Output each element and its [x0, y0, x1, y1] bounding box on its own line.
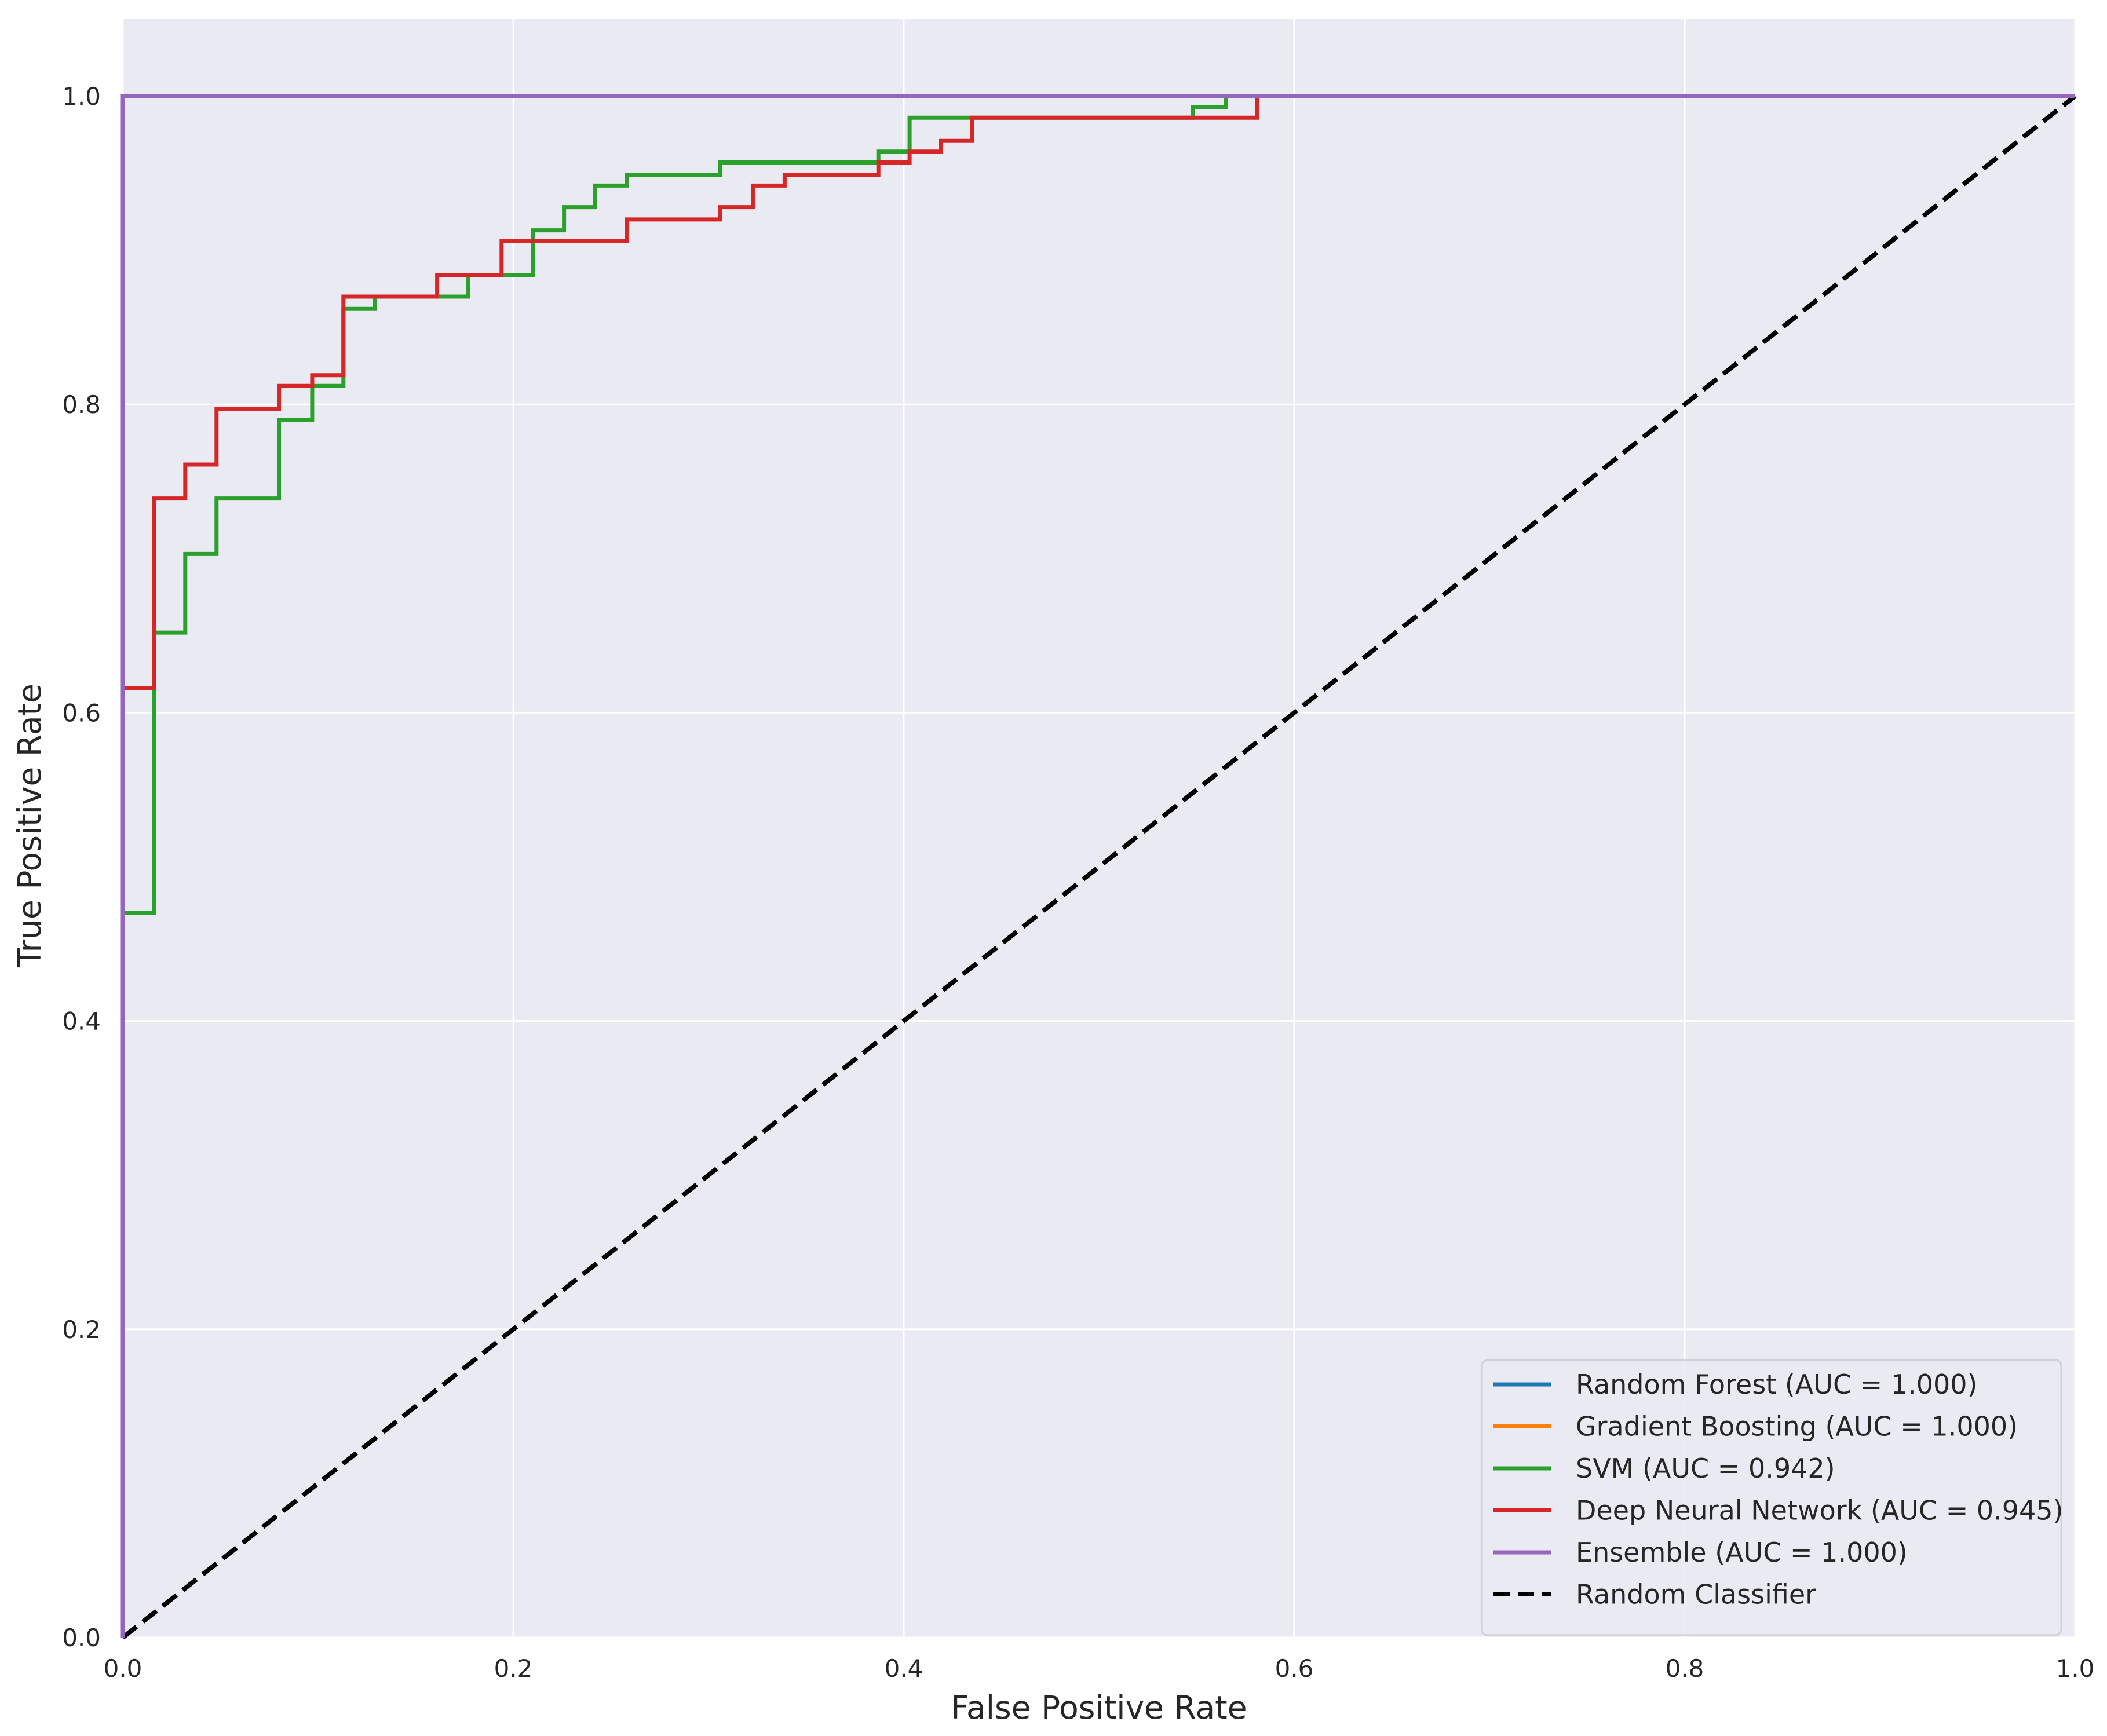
- series-line-4: [120, 94, 2075, 1638]
- legend-label-3: Deep Neural Network (AUC = 0.945): [1576, 1495, 2064, 1526]
- x-tick-label-3: 0.6: [1275, 1654, 1314, 1683]
- x-tick-label-4: 0.8: [1666, 1654, 1704, 1683]
- y-axis-label: True Positive Rate: [11, 684, 48, 968]
- x-axis-label: False Positive Rate: [951, 1689, 1247, 1726]
- series-line-3: [120, 94, 2075, 1638]
- series-lines: [120, 94, 2077, 1640]
- tick-labels: 0.0 0.2 0.4 0.6 0.8 1.0 0.0 0.2 0.4 0.6 0.8 1.0: [62, 82, 2094, 1683]
- legend-box: [1481, 1359, 2062, 1636]
- y-tick-label-1: 0.2: [62, 1315, 101, 1344]
- x-tick-label-1: 0.2: [494, 1654, 533, 1683]
- legend-label-2: SVM (AUC = 0.942): [1576, 1453, 1835, 1484]
- legend: Random Forest (AUC = 1.000) Gradient Boos…: [1481, 1359, 2064, 1636]
- x-tick-label-0: 0.0: [104, 1654, 143, 1683]
- legend-label-0: Random Forest (AUC = 1.000): [1576, 1369, 1977, 1400]
- legend-label-1: Gradient Boosting (AUC = 1.000): [1576, 1411, 2018, 1442]
- series-line-5: [121, 94, 2077, 1640]
- grid: [122, 19, 2076, 1639]
- y-tick-label-3: 0.6: [62, 699, 101, 727]
- x-tick-label-2: 0.4: [885, 1654, 923, 1683]
- y-tick-label-2: 0.4: [62, 1007, 101, 1036]
- legend-label-4: Ensemble (AUC = 1.000): [1576, 1537, 1908, 1568]
- x-tick-label-5: 1.0: [2056, 1654, 2095, 1683]
- y-tick-label-5: 1.0: [62, 82, 101, 111]
- y-tick-label-0: 0.0: [62, 1624, 101, 1652]
- y-tick-label-4: 0.8: [62, 390, 101, 419]
- legend-label-5: Random Classifier: [1576, 1579, 1816, 1610]
